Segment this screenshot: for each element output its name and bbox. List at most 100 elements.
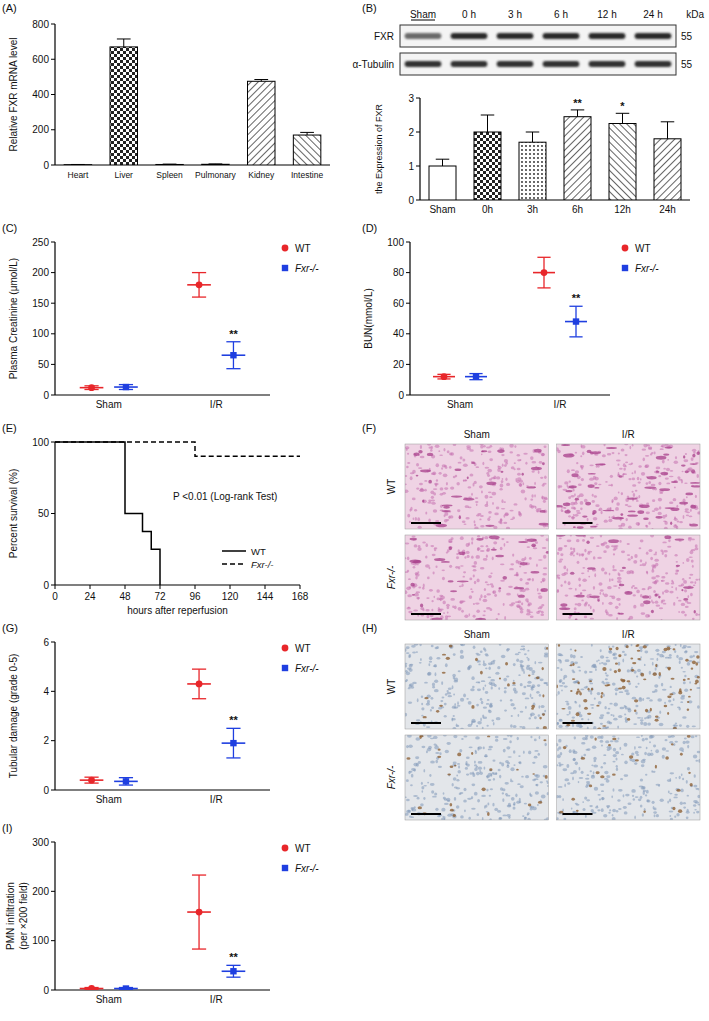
texture-dot [530, 499, 533, 501]
texture-dot [429, 446, 432, 448]
image-frame [405, 644, 549, 729]
error-bar [571, 110, 585, 117]
texture-dot [405, 542, 409, 544]
texture-dot [571, 495, 575, 498]
texture-dot [599, 508, 603, 511]
texture-dot [534, 661, 536, 664]
legend-marker [282, 645, 289, 652]
texture-dot [558, 485, 561, 489]
image-frame [405, 535, 549, 620]
texture-spot [467, 476, 469, 479]
texture-dot [518, 600, 522, 603]
texture-dot [606, 712, 609, 715]
texture-dot [575, 470, 579, 473]
texture-dot [582, 554, 584, 557]
texture-dot [655, 563, 658, 567]
texture-dot [609, 703, 612, 705]
texture-dot [428, 663, 430, 666]
texture-dot [557, 447, 559, 451]
texture-dot [582, 567, 585, 569]
plot-area [80, 273, 246, 391]
y-axis-label: the Expression of FXR [374, 103, 384, 194]
texture-dot [415, 517, 417, 521]
texture-dot [412, 498, 416, 501]
legend-marker [282, 245, 289, 252]
texture-dot [407, 556, 409, 560]
texture-dot [564, 685, 568, 687]
texture-dot [571, 516, 574, 520]
texture-dot [427, 672, 431, 675]
marker [123, 384, 129, 390]
x-tick-label: 168 [292, 591, 309, 602]
texture-dot [488, 662, 493, 665]
texture-dot [490, 573, 492, 575]
texture-dot [438, 450, 440, 452]
texture-dot [661, 600, 665, 602]
texture-dot [495, 672, 499, 675]
texture-spot [664, 535, 671, 539]
texture-dot [593, 586, 595, 590]
texture-dot [482, 462, 484, 466]
texture-dot [590, 605, 592, 609]
texture-dot [473, 569, 477, 571]
texture-dot [527, 609, 530, 613]
texture-dot [491, 585, 494, 588]
texture-dot [578, 577, 581, 581]
texture-dot [460, 536, 464, 540]
texture-dot [526, 657, 528, 659]
texture-dot [651, 576, 656, 579]
texture-dot [686, 496, 688, 498]
texture-dot [496, 476, 500, 479]
texture-dot [596, 545, 600, 547]
histology-image [404, 534, 551, 622]
texture-dot [607, 586, 612, 589]
texture-dot [445, 615, 448, 618]
marker [88, 985, 95, 990]
texture-dot [446, 552, 448, 554]
texture-dot [608, 602, 612, 605]
error-cap [226, 977, 240, 978]
scale-bar [411, 722, 441, 724]
texture-dot [460, 644, 463, 646]
texture-spot [670, 521, 672, 525]
legend-marker [282, 865, 288, 871]
x-tick-label: 24h [659, 204, 676, 215]
x-axis [420, 199, 690, 200]
texture-dot [540, 535, 543, 537]
texture-dot [600, 589, 604, 591]
x-tick-label: 120 [222, 591, 239, 602]
x-axis [55, 394, 270, 395]
y-tick-label: 0 [408, 195, 414, 206]
image-texture [557, 644, 701, 729]
texture-dot [407, 453, 409, 455]
texture-dot [565, 594, 569, 596]
texture-dot [441, 467, 443, 469]
texture-dot [543, 555, 546, 559]
y-tick [416, 166, 420, 167]
image-bg [557, 535, 701, 620]
texture-spot [594, 487, 599, 489]
x-tick-label: 3h [527, 204, 538, 215]
texture-dot [525, 706, 527, 709]
texture-dot [453, 715, 455, 717]
texture-spot [661, 472, 668, 476]
texture-dot [453, 653, 456, 656]
texture-dot [429, 661, 432, 663]
texture-dot [426, 543, 429, 547]
texture-dot [504, 543, 506, 547]
y-axis-label: BUN(mmol/L) [363, 288, 374, 349]
texture-dot [435, 483, 437, 486]
image-texture [405, 444, 549, 529]
texture-dot [470, 588, 472, 590]
texture-dot [538, 610, 542, 612]
texture-dot [695, 613, 698, 616]
error-cap [537, 287, 550, 288]
texture-dot [433, 492, 436, 495]
x-tick [125, 585, 126, 589]
texture-dot [512, 553, 514, 556]
texture-dot [445, 663, 448, 667]
texture-spot [442, 505, 453, 507]
texture-dot [509, 444, 513, 448]
texture-dot [648, 447, 652, 449]
texture-dot [514, 503, 518, 505]
